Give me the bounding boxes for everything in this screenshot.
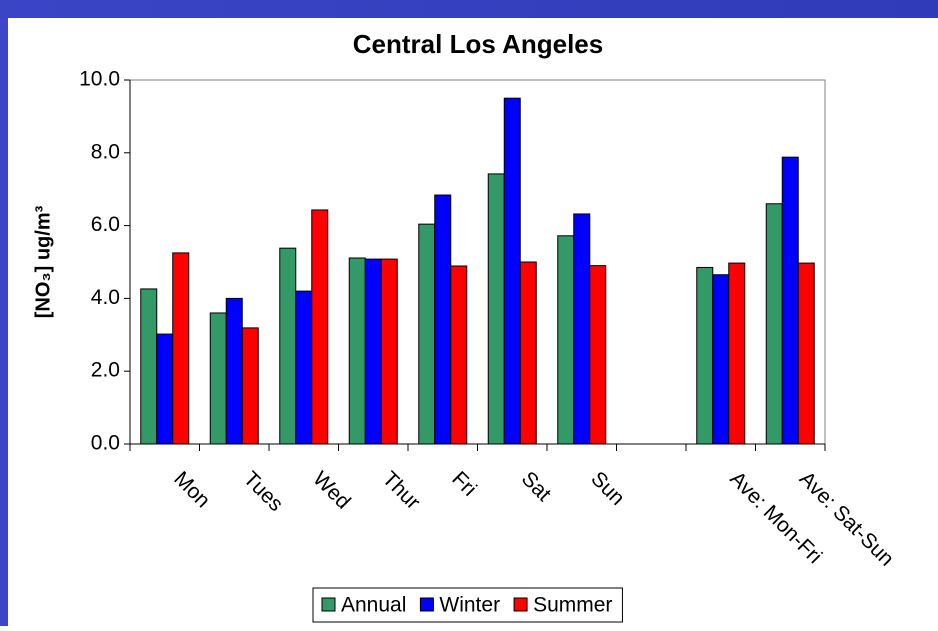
legend-label: Winter	[439, 594, 500, 617]
bar	[348, 257, 366, 445]
bar	[225, 297, 243, 445]
bar	[712, 274, 730, 445]
bar	[209, 312, 227, 445]
bar	[573, 213, 591, 445]
y-tick-label: 2.0	[91, 359, 120, 382]
y-tick-label: 6.0	[91, 213, 120, 236]
bar	[156, 333, 174, 445]
bar	[364, 258, 382, 445]
bar	[295, 290, 313, 445]
bar	[279, 247, 297, 445]
bar	[487, 173, 505, 445]
chart-title: Central Los Angeles	[353, 29, 603, 59]
legend-label: Summer	[533, 594, 612, 617]
bar	[241, 327, 259, 445]
bar	[519, 261, 537, 445]
legend-label: Annual	[341, 594, 406, 617]
y-tick-label: 0.0	[91, 432, 120, 455]
y-tick-label: 8.0	[91, 140, 120, 163]
frame-top	[0, 0, 938, 18]
legend-box	[312, 587, 623, 623]
bar	[696, 266, 714, 445]
bar	[557, 235, 575, 445]
bar	[503, 97, 521, 445]
bar	[450, 265, 468, 445]
bar	[418, 223, 436, 445]
legend-swatch	[419, 597, 434, 612]
y-axis-label: [NO₃] ug/m³	[32, 205, 54, 318]
bar	[172, 252, 190, 445]
bar	[380, 258, 398, 445]
bar	[781, 156, 799, 445]
bar	[765, 203, 783, 445]
bar	[140, 288, 158, 445]
legend-swatch	[513, 597, 528, 612]
bar	[797, 262, 815, 445]
y-tick-label: 4.0	[91, 286, 120, 309]
bar	[728, 262, 746, 445]
y-tick-label: 10.0	[79, 68, 120, 91]
bar	[589, 265, 607, 445]
bar	[434, 194, 452, 445]
legend-swatch	[321, 597, 336, 612]
legend: Annual Winter Summer	[312, 587, 623, 623]
bar	[311, 209, 329, 445]
